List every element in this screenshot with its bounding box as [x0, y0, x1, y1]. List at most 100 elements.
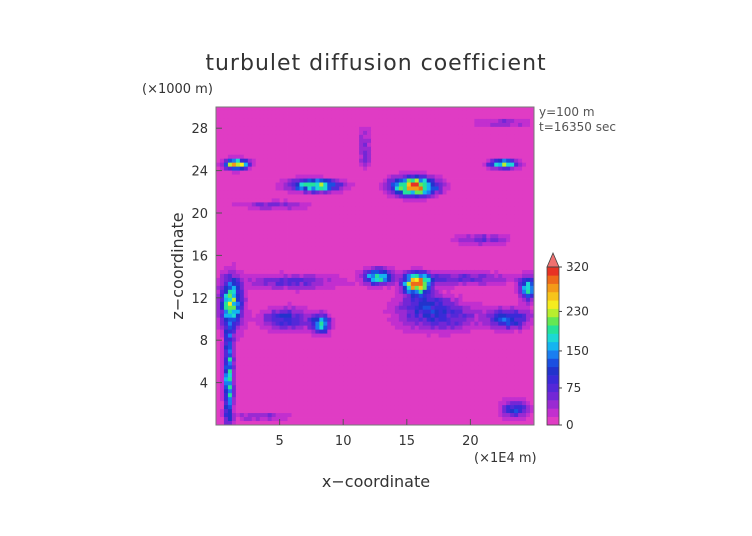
heatmap-cell — [414, 262, 420, 267]
heatmap-cell — [355, 329, 360, 334]
heatmap-cell — [390, 277, 396, 283]
heatmap-cell — [462, 194, 467, 199]
heatmap-cell — [359, 110, 364, 116]
heatmap-cell — [351, 114, 356, 120]
heatmap-cell — [382, 134, 388, 140]
heatmap-cell — [271, 293, 277, 299]
heatmap-cell — [478, 309, 483, 315]
heatmap-cell — [223, 150, 229, 156]
heatmap-cell — [470, 230, 475, 235]
heatmap-cell — [498, 107, 503, 112]
heatmap-cell — [343, 222, 348, 227]
heatmap-cell — [450, 234, 455, 239]
heatmap-cell — [319, 158, 324, 164]
heatmap-cell — [219, 230, 225, 235]
heatmap-cell — [343, 218, 348, 223]
heatmap-cell — [438, 118, 443, 124]
heatmap-cell — [502, 262, 507, 267]
heatmap-cell — [251, 281, 257, 287]
heatmap-cell — [247, 214, 253, 219]
heatmap-cell — [510, 258, 515, 263]
heatmap-cell — [398, 198, 404, 203]
heatmap-cell — [394, 122, 400, 128]
heatmap-cell — [378, 222, 384, 227]
heatmap-cell — [506, 258, 511, 263]
heatmap-cell — [359, 182, 364, 187]
heatmap-cell — [227, 118, 233, 124]
heatmap-cell — [458, 293, 463, 299]
heatmap-cell — [216, 170, 221, 175]
heatmap-cell — [259, 353, 265, 358]
heatmap-cell — [216, 258, 221, 263]
heatmap-cell — [375, 313, 380, 319]
heatmap-cell — [367, 194, 372, 199]
heatmap-cell — [474, 262, 479, 267]
heatmap-cell — [299, 325, 304, 331]
heatmap-cell — [526, 146, 531, 152]
heatmap-cell — [446, 266, 451, 271]
heatmap-cell — [474, 162, 479, 168]
heatmap-cell — [335, 341, 340, 346]
heatmap-cell — [502, 166, 507, 172]
heatmap-cell — [331, 107, 336, 112]
heatmap-cell — [351, 118, 356, 124]
heatmap-cell — [502, 218, 507, 223]
heatmap-cell — [490, 107, 495, 112]
heatmap-cell — [414, 118, 420, 124]
heatmap-cell — [235, 281, 241, 287]
heatmap-cell — [470, 154, 475, 160]
heatmap-cell — [219, 238, 225, 243]
heatmap-cell — [394, 210, 400, 215]
heatmap-cell — [394, 301, 400, 307]
heatmap-cell — [343, 242, 348, 247]
heatmap-cell — [470, 107, 475, 112]
heatmap-cell — [223, 250, 229, 255]
heatmap-cell — [474, 158, 479, 164]
heatmap-cell — [518, 118, 523, 124]
heatmap-cell — [343, 313, 348, 319]
heatmap-cell — [474, 194, 479, 199]
heatmap-cell — [247, 134, 253, 140]
heatmap-cell — [351, 309, 356, 315]
heatmap-cell — [450, 329, 455, 334]
heatmap-cell — [510, 182, 515, 187]
heatmap-cell — [323, 238, 328, 243]
heatmap-cell — [494, 190, 499, 195]
heatmap-cell — [406, 154, 412, 160]
heatmap-cell — [458, 289, 463, 295]
heatmap-cell — [231, 333, 237, 338]
heatmap-cell — [506, 317, 511, 323]
heatmap-cell — [450, 162, 455, 168]
heatmap-cell — [327, 118, 332, 124]
heatmap-cell — [402, 110, 408, 116]
heatmap-cell — [259, 222, 265, 227]
heatmap-cell — [283, 114, 288, 120]
heatmap-cell — [267, 297, 273, 303]
heatmap-cell — [275, 281, 281, 287]
heatmap-cell — [239, 258, 245, 263]
heatmap-cell — [526, 305, 531, 311]
heatmap-cell — [410, 238, 416, 243]
heatmap-cell — [303, 242, 308, 247]
heatmap-cell — [343, 146, 348, 152]
heatmap-cell — [482, 218, 487, 223]
heatmap-cell — [522, 281, 527, 287]
heatmap-cell — [339, 118, 344, 124]
heatmap-cell — [343, 269, 348, 275]
heatmap-cell — [303, 202, 308, 207]
heatmap-cell — [486, 341, 491, 346]
heatmap-cell — [375, 258, 380, 263]
heatmap-cell — [526, 329, 531, 334]
heatmap-cell — [251, 122, 257, 128]
heatmap-cell — [335, 317, 340, 323]
heatmap-cell — [454, 254, 459, 259]
heatmap-cell — [502, 186, 507, 191]
heatmap-cell — [414, 210, 420, 215]
heatmap-cell — [283, 250, 288, 255]
heatmap-cell — [223, 285, 229, 291]
heatmap-cell — [291, 210, 296, 215]
heatmap-cell — [351, 238, 356, 243]
heatmap-cell — [275, 222, 281, 227]
heatmap-cell — [307, 238, 312, 243]
heatmap-cell — [243, 297, 249, 303]
